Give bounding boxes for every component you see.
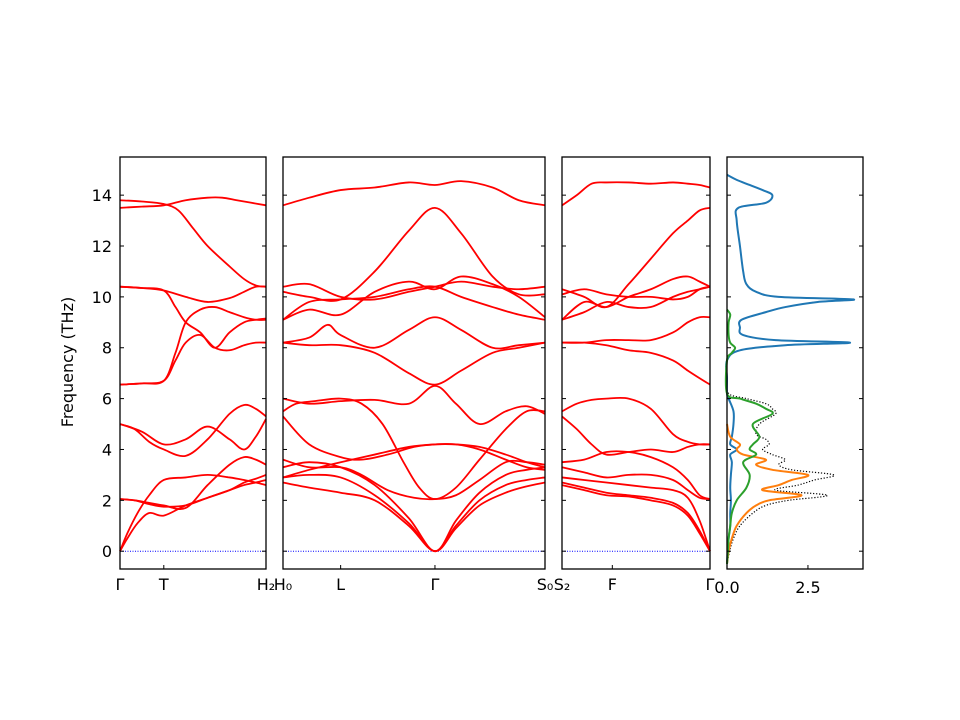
panel-frame	[282, 156, 546, 570]
phonon-band-2	[119, 473, 267, 552]
dos-x-tick-label: 2.5	[795, 578, 820, 597]
phonon-band-11	[561, 275, 711, 321]
dos-curve-1	[725, 174, 855, 565]
phonon-band-5	[561, 450, 711, 500]
phonon-band-11	[282, 275, 546, 321]
x-tick-label: H₀	[274, 575, 292, 594]
x-tick-label: Γ	[706, 575, 715, 594]
phonon-band-8	[119, 334, 267, 386]
phonon-band-1	[561, 484, 711, 552]
y-axis: 0 2 4 6 8 10 12 14	[92, 186, 112, 561]
x-tick-label: H₂	[257, 575, 275, 594]
y-tick-label: 2	[102, 491, 112, 510]
phonon-band-6	[561, 415, 711, 456]
x-tick-label: S₀	[537, 575, 554, 594]
phonon-band-4	[561, 466, 711, 500]
dos-panel: 0.0 2.5	[714, 156, 864, 597]
phonon-band-13	[561, 206, 711, 309]
phonon-band-4	[282, 458, 546, 501]
dos-x-tick-label: 0.0	[714, 578, 739, 597]
y-tick-label: 4	[102, 440, 112, 459]
phonon-band-9	[282, 341, 546, 386]
phonon-band-2	[282, 473, 546, 553]
panel-frame	[119, 156, 267, 570]
phonon-band-1	[282, 481, 546, 553]
phonon-band-8	[561, 341, 711, 386]
phonon-band-5	[282, 442, 546, 479]
phonon-band-10	[282, 316, 546, 350]
x-tick-label: Γ	[430, 575, 439, 594]
y-tick-label: 6	[102, 390, 112, 409]
phonon-band-7	[561, 396, 711, 446]
band-panel-seg2: H₀ L Γ S₀	[274, 156, 554, 594]
phonon-band-3	[561, 476, 711, 552]
y-tick-label: 8	[102, 339, 112, 358]
y-tick-label: 12	[92, 237, 112, 256]
dos-curve-4	[724, 308, 774, 564]
dos-frame	[726, 156, 864, 570]
phonon-band-12	[119, 196, 267, 209]
phonon-band-9	[561, 315, 711, 344]
phonon-band-15	[282, 180, 546, 207]
phonon-band-8	[282, 384, 546, 425]
phonon-band-14	[561, 181, 711, 207]
band-panel-seg3: S₂ F Γ	[554, 156, 715, 594]
phonon-band-11	[119, 199, 267, 288]
phonon-band-12	[561, 285, 711, 301]
dos-curve-3	[726, 423, 810, 565]
phonon-band-5	[119, 403, 267, 458]
phonon-band-6	[282, 415, 546, 469]
band-panel-seg1: Γ T H₂	[116, 156, 275, 594]
y-axis-label: Frequency (THz)	[58, 297, 77, 427]
phonon-band-4	[119, 456, 267, 511]
phonon-band-6	[119, 418, 267, 451]
phonon-band-13	[282, 280, 546, 301]
dos-curve-2	[725, 173, 856, 564]
phonon-band-10	[119, 285, 267, 349]
x-tick-label: F	[608, 575, 617, 594]
y-tick-label: 14	[92, 186, 112, 205]
phonon-band-1	[119, 479, 267, 552]
phonon-band-10	[561, 285, 711, 321]
x-tick-label: T	[158, 575, 169, 594]
phonon-band-14	[282, 206, 546, 302]
panel-frame	[561, 156, 711, 570]
x-tick-label: S₂	[554, 575, 571, 594]
y-tick-label: 0	[102, 542, 112, 561]
phonon-band-2	[561, 481, 711, 552]
phonon-band-7	[282, 397, 546, 500]
y-tick-label: 10	[92, 288, 112, 307]
x-tick-label: Γ	[116, 575, 125, 594]
x-tick-label: L	[336, 575, 345, 594]
